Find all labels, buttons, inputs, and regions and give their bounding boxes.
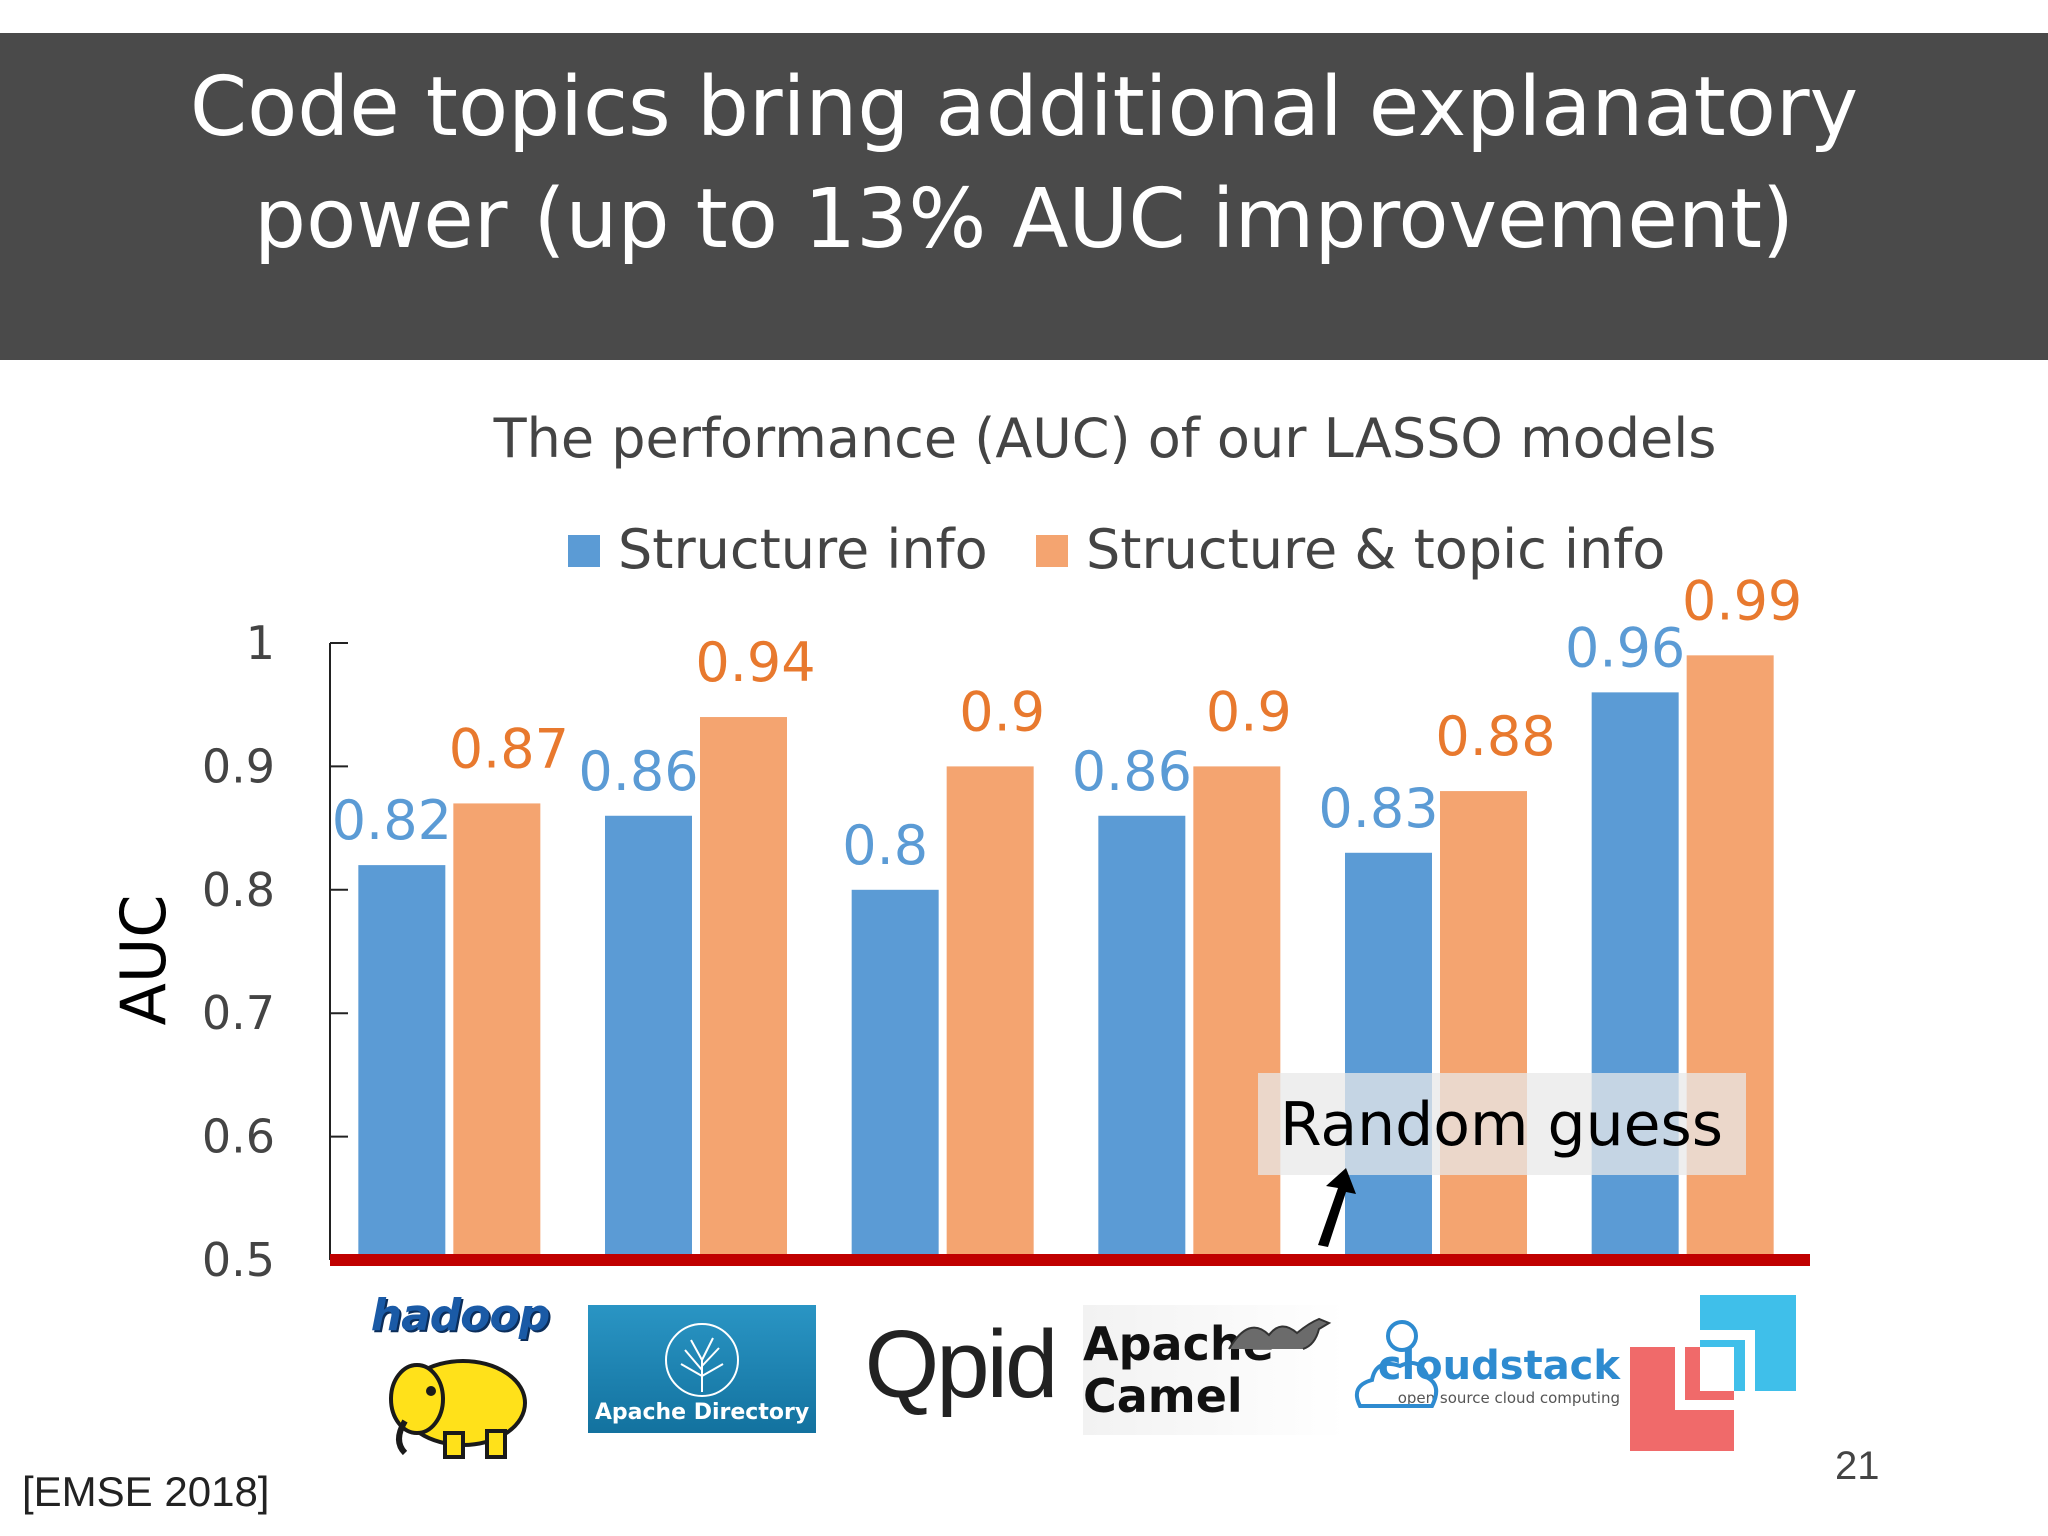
- bar-structure: [1098, 815, 1186, 1260]
- bar-structure: [1345, 852, 1432, 1260]
- bar-structure: [851, 889, 939, 1260]
- logo-cloudstack: cloudstack open source cloud computing: [1350, 1310, 1620, 1440]
- bars: [330, 655, 1810, 1266]
- y-axis-label: AUC: [107, 894, 180, 1025]
- y-tick-label: 1: [246, 616, 275, 670]
- page-number: 21: [1835, 1444, 1880, 1488]
- slide-title: Code topics bring additional explanatory…: [189, 60, 1859, 267]
- cloud-monkey-icon: [1355, 1320, 1439, 1408]
- value-label: 0.88: [1435, 705, 1555, 768]
- y-tick-label: 0.5: [202, 1233, 275, 1287]
- bar-structure: [605, 815, 692, 1260]
- value-label: 0.86: [1072, 740, 1192, 803]
- value-label: 0.96: [1565, 616, 1685, 679]
- y-axis: 0.5 0.6 0.7 0.8 0.9 1: [202, 616, 348, 1287]
- logo-squares: [1630, 1295, 1800, 1455]
- legend-label: Structure info: [618, 518, 988, 581]
- legend-swatch: [1036, 535, 1068, 567]
- legend-label: Structure & topic info: [1086, 518, 1665, 581]
- chart-title: The performance (AUC) of our LASSO model…: [493, 407, 1717, 470]
- bar-structure: [358, 865, 446, 1260]
- annotation-box: [1258, 1073, 1746, 1175]
- value-label: 0.99: [1682, 569, 1802, 632]
- y-tick-label: 0.9: [202, 739, 275, 793]
- value-label: 0.87: [449, 717, 569, 780]
- camel-wordmark: Apache Camel: [1083, 1317, 1274, 1423]
- bar-topic: [1193, 766, 1281, 1260]
- elephant-icon: [389, 1358, 527, 1459]
- squares-icon: [1630, 1295, 1796, 1451]
- title-band: [0, 33, 2048, 360]
- value-label: 0.86: [578, 740, 698, 803]
- legend: Structure info Structure & topic info: [568, 518, 1665, 581]
- annotation: Random guess: [1258, 1073, 1746, 1247]
- logo-qpid: Qpid: [855, 1300, 1065, 1430]
- value-label: 0.83: [1318, 777, 1438, 840]
- apache-directory-wordmark: Apache Directory: [594, 1400, 810, 1425]
- logo-apache-camel: Apache Camel: [1083, 1305, 1345, 1435]
- camel-icon: [1228, 1317, 1332, 1350]
- legend-swatch: [568, 535, 600, 567]
- bar-topic: [946, 766, 1034, 1260]
- value-label: 0.9: [1206, 680, 1292, 743]
- value-label: 0.9: [959, 680, 1045, 743]
- cloudstack-tagline: open source cloud computing: [1397, 1389, 1620, 1407]
- hadoop-wordmark: hadoop: [370, 1289, 550, 1341]
- logo-apache-directory: Apache Directory: [588, 1305, 816, 1433]
- y-tick-label: 0.7: [202, 986, 275, 1040]
- bar-topic: [1440, 791, 1527, 1260]
- arrow-icon: [1318, 1168, 1356, 1247]
- value-label: 0.94: [695, 631, 815, 694]
- tree-icon: [665, 1323, 739, 1397]
- qpid-wordmark: Qpid: [864, 1311, 1059, 1418]
- bar-topic: [453, 803, 541, 1260]
- value-labels: 0.820.87 0.860.940.80.90.860.90.830.880.9…: [332, 569, 1803, 876]
- y-tick-label: 0.8: [202, 863, 275, 917]
- logo-hadoop: hadoop: [355, 1285, 565, 1465]
- annotation-text: Random guess: [1280, 1090, 1723, 1160]
- value-label: 0.8: [842, 814, 928, 877]
- y-tick-label: 0.6: [202, 1110, 275, 1164]
- citation: [EMSE 2018]: [22, 1468, 270, 1515]
- value-label: 0.82: [332, 789, 452, 852]
- bar-topic: [700, 717, 787, 1260]
